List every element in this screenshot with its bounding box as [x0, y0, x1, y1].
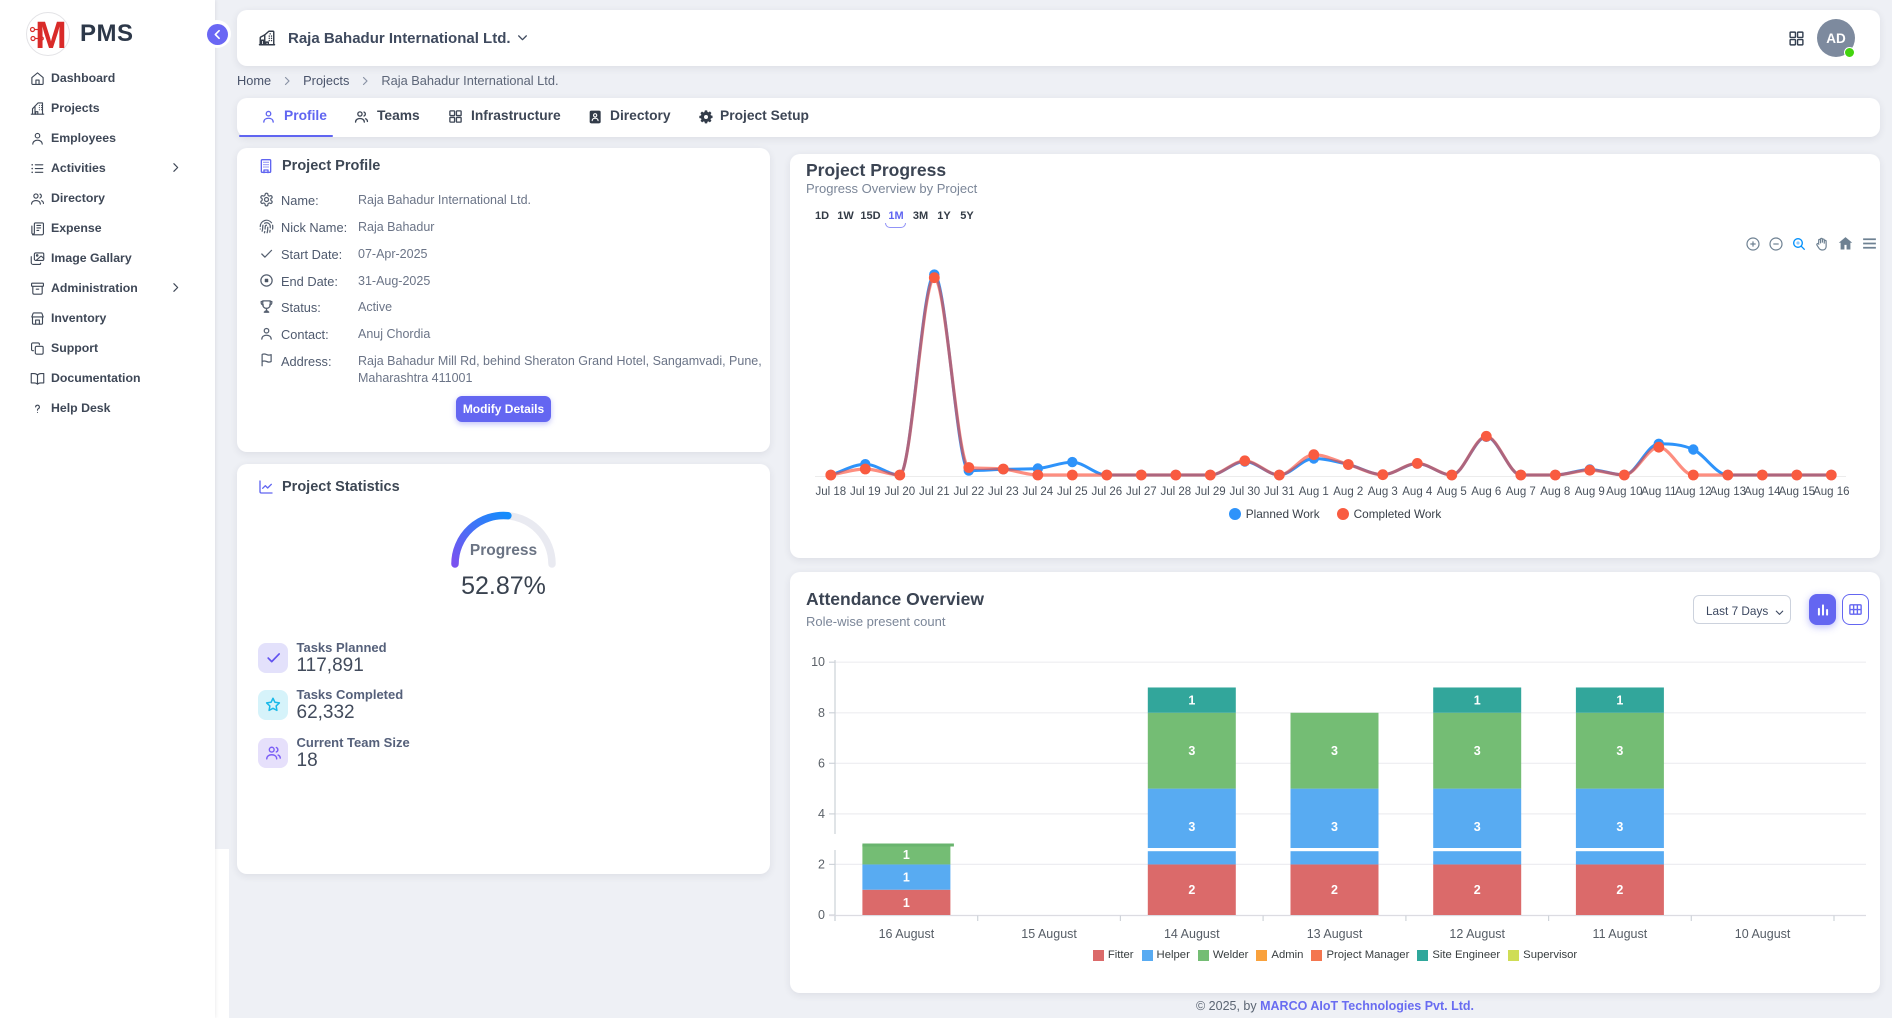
svg-text:3: 3	[1331, 744, 1338, 758]
svg-text:1: 1	[1616, 694, 1623, 708]
svg-text:Jul 23: Jul 23	[988, 486, 1019, 498]
svg-text:2: 2	[1331, 883, 1338, 897]
svg-text:10 August: 10 August	[1735, 927, 1791, 941]
svg-text:1: 1	[903, 871, 910, 885]
svg-text:Aug 16: Aug 16	[1813, 486, 1849, 498]
svg-text:2: 2	[818, 857, 825, 871]
svg-text:11 August: 11 August	[1593, 927, 1648, 941]
svg-text:Jul 27: Jul 27	[1126, 486, 1157, 498]
svg-text:14 August: 14 August	[1164, 927, 1220, 941]
svg-text:Jul 18: Jul 18	[815, 486, 846, 498]
svg-text:Jul 19: Jul 19	[850, 486, 881, 498]
svg-text:Aug 9: Aug 9	[1575, 486, 1605, 498]
svg-text:Jul 31: Jul 31	[1264, 486, 1295, 498]
svg-text:1: 1	[903, 896, 910, 910]
svg-text:Aug 5: Aug 5	[1437, 486, 1467, 498]
svg-text:Jul 29: Jul 29	[1195, 486, 1226, 498]
svg-text:Jul 22: Jul 22	[953, 486, 984, 498]
svg-text:1: 1	[1188, 694, 1195, 708]
svg-text:Jul 20: Jul 20	[884, 486, 915, 498]
svg-text:3: 3	[1188, 820, 1195, 834]
svg-text:3: 3	[1474, 820, 1481, 834]
svg-text:Jul 25: Jul 25	[1057, 486, 1088, 498]
svg-text:2: 2	[1188, 883, 1195, 897]
svg-text:13 August: 13 August	[1307, 927, 1363, 941]
svg-text:Aug 4: Aug 4	[1402, 486, 1433, 498]
svg-text:Aug 14: Aug 14	[1744, 486, 1781, 498]
svg-text:12 August: 12 August	[1449, 927, 1505, 941]
svg-text:Jul 30: Jul 30	[1229, 486, 1260, 498]
svg-text:4: 4	[818, 807, 825, 821]
svg-text:3: 3	[1188, 744, 1195, 758]
svg-text:Jul 24: Jul 24	[1022, 486, 1053, 498]
svg-text:Aug 12: Aug 12	[1675, 486, 1711, 498]
svg-text:Aug 15: Aug 15	[1779, 486, 1815, 498]
svg-text:Aug 8: Aug 8	[1540, 486, 1570, 498]
svg-text:Aug 13: Aug 13	[1710, 486, 1746, 498]
svg-text:6: 6	[818, 756, 825, 770]
svg-text:Aug 11: Aug 11	[1641, 486, 1677, 498]
svg-text:8: 8	[818, 706, 825, 720]
svg-text:10: 10	[811, 655, 825, 669]
svg-text:Jul 26: Jul 26	[1091, 486, 1122, 498]
svg-text:1: 1	[903, 848, 910, 862]
svg-text:Aug 1: Aug 1	[1299, 486, 1329, 498]
svg-text:Aug 2: Aug 2	[1333, 486, 1363, 498]
svg-text:3: 3	[1331, 820, 1338, 834]
svg-text:3: 3	[1616, 820, 1623, 834]
svg-text:Jul 21: Jul 21	[919, 486, 950, 498]
svg-text:2: 2	[1474, 883, 1481, 897]
svg-text:Aug 6: Aug 6	[1471, 486, 1501, 498]
svg-text:Jul 28: Jul 28	[1160, 486, 1191, 498]
svg-text:2: 2	[1616, 883, 1623, 897]
svg-text:Aug 10: Aug 10	[1606, 486, 1642, 498]
svg-text:0: 0	[818, 908, 825, 922]
svg-text:15 August: 15 August	[1021, 927, 1077, 941]
svg-text:16 August: 16 August	[879, 927, 935, 941]
svg-text:3: 3	[1474, 744, 1481, 758]
svg-text:M: M	[35, 15, 67, 56]
svg-text:3: 3	[1616, 744, 1623, 758]
svg-text:Aug 3: Aug 3	[1368, 486, 1398, 498]
svg-text:Aug 7: Aug 7	[1506, 486, 1536, 498]
svg-text:1: 1	[1474, 694, 1481, 708]
